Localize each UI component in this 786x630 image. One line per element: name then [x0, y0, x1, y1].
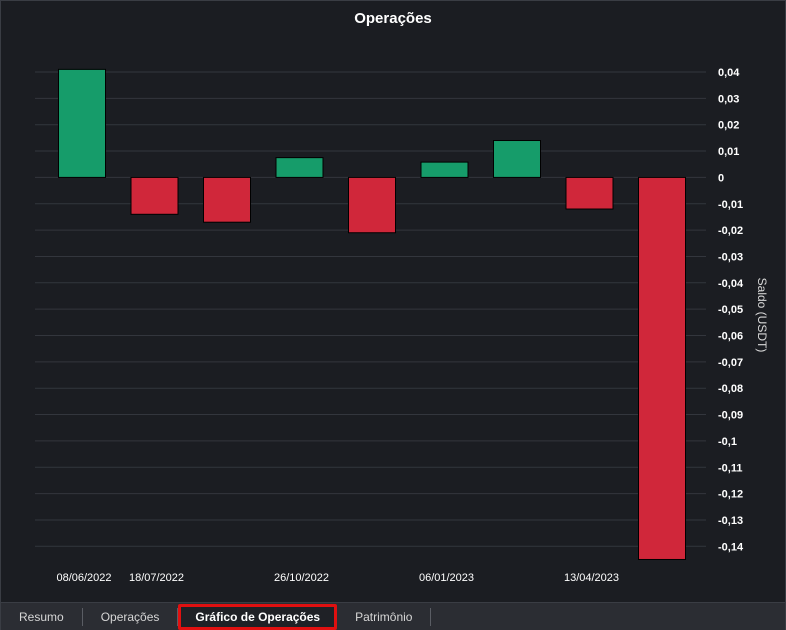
y-tick-label: -0,09 [718, 410, 743, 422]
x-axis-ticks: 08/06/2022 18/07/2022 26/10/2022 06/01/2023… [56, 572, 619, 584]
y-tick-label: 0,04 [718, 67, 740, 79]
bar [275, 157, 324, 178]
bar [130, 176, 179, 215]
y-tick-label: 0 [718, 172, 724, 184]
bar [493, 140, 541, 178]
x-tick-label: 08/06/2022 [56, 572, 111, 584]
tab-resumo[interactable]: Resumo [19, 609, 64, 624]
y-tick-label: -0,13 [718, 515, 743, 527]
y-tick-label: 0,02 [718, 120, 739, 132]
y-tick-label: 0,01 [718, 146, 739, 158]
y-axis-label: Saldo (USDT) [755, 278, 769, 353]
bar-chart: 0,04 0,03 0,02 0,01 0 -0,01 -0,02 -0,03 -0,04 -0,… [35, 67, 769, 584]
y-tick-label: -0,02 [718, 225, 743, 237]
chart-bars [58, 68, 686, 560]
x-tick-label: 06/01/2023 [419, 572, 474, 584]
tab-separator [81, 607, 83, 626]
chart-title: Operações [354, 10, 432, 27]
tab-patrimonio[interactable]: Patrimônio [355, 609, 413, 624]
y-tick-label: -0,08 [718, 383, 743, 395]
y-tick-label: -0,04 [718, 278, 744, 290]
bar [565, 176, 614, 210]
bar [348, 176, 396, 234]
y-tick-label: 0,03 [718, 93, 739, 105]
y-tick-label: -0,07 [718, 357, 743, 369]
tab-separator [430, 607, 432, 626]
x-tick-label: 13/04/2023 [564, 572, 619, 584]
x-tick-label: 26/10/2022 [274, 572, 329, 584]
y-tick-label: -0,12 [718, 489, 743, 501]
y-tick-label: -0,11 [718, 462, 742, 474]
tab-bar: Resumo Operações Gráfico de Operações Pa… [1, 602, 785, 630]
y-tick-label: -0,03 [718, 251, 743, 263]
y-tick-label: -0,1 [718, 436, 737, 448]
y-tick-label: -0,14 [718, 541, 744, 553]
bar [58, 68, 106, 178]
bar [420, 161, 469, 178]
y-tick-label: -0,06 [718, 331, 743, 343]
y-tick-label: -0,05 [718, 304, 743, 316]
y-tick-label: -0,01 [718, 199, 743, 211]
chart-grid [35, 71, 706, 547]
bar [638, 176, 686, 560]
tab-operacoes[interactable]: Operações [100, 609, 160, 624]
tab-grafico-de-operacoes[interactable]: Gráfico de Operações [178, 603, 338, 630]
y-axis-ticks: 0,04 0,03 0,02 0,01 0 -0,01 -0,02 -0,03 -0,04 -0,… [718, 67, 744, 553]
bar [203, 176, 251, 223]
x-tick-label: 18/07/2022 [129, 572, 184, 584]
tab-separator [177, 607, 179, 626]
